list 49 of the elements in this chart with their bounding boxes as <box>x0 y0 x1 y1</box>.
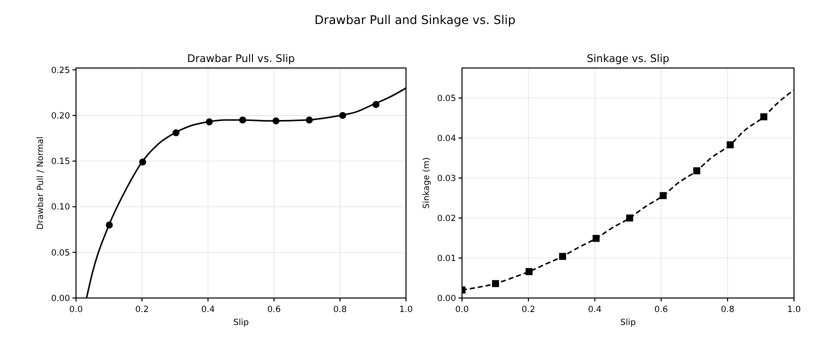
chart-title: Drawbar Pull vs. Slip <box>187 53 296 65</box>
y-tick-label: 0.20 <box>51 111 70 122</box>
point <box>106 221 113 228</box>
text: Drawbar Pull and Sinkage vs. Slip <box>314 13 516 27</box>
point <box>239 116 246 124</box>
x-axis-title: Slip <box>620 318 636 328</box>
x-tick-label: 0.0 <box>69 305 83 315</box>
x-tick-label: 1.0 <box>399 305 413 315</box>
point <box>139 158 146 166</box>
point <box>760 113 768 120</box>
y-axis-title: Drawbar Pull / Normal <box>36 136 46 230</box>
point <box>339 112 346 119</box>
y-tick-label: 0.10 <box>51 202 70 213</box>
point <box>306 116 313 124</box>
y-tick-label: 0.00 <box>437 294 456 304</box>
x-tick-label: 0.2 <box>135 305 149 315</box>
point <box>592 234 600 242</box>
point <box>559 252 566 260</box>
y-tick-label: 0.01 <box>437 254 456 264</box>
point <box>172 129 180 136</box>
x-axis-title: Slip <box>233 318 249 328</box>
point <box>492 280 500 288</box>
x-tick-label: 0.0 <box>455 305 469 315</box>
x-tick-label: 0.4 <box>588 305 602 315</box>
y-tick-label: 0.04 <box>437 134 456 144</box>
y-tick-label: 0.15 <box>51 157 70 168</box>
point <box>660 192 667 200</box>
chart-title: Sinkage vs. Slip <box>586 53 670 65</box>
y-tick-label: 0.05 <box>51 248 70 258</box>
x-tick-label: 0.4 <box>201 305 215 315</box>
x-tick-label: 0.8 <box>333 305 347 315</box>
point <box>526 268 533 276</box>
x-tick-label: 1.0 <box>787 305 801 315</box>
x-tick-label: 0.6 <box>267 305 281 315</box>
x-tick-label: 0.6 <box>654 305 668 315</box>
y-tick-label: 0.05 <box>437 94 456 104</box>
x-tick-label: 0.8 <box>720 305 734 315</box>
point <box>693 167 700 174</box>
point <box>626 214 634 222</box>
y-tick-label: 0.02 <box>437 214 456 224</box>
y-tick-label: 0.00 <box>51 294 70 304</box>
point <box>372 101 380 108</box>
point <box>726 141 734 148</box>
y-axis-title: Sinkage (m) <box>422 157 432 209</box>
y-tick-label: 0.03 <box>437 174 456 184</box>
point <box>272 117 280 124</box>
point <box>206 118 213 126</box>
y-tick-label: 0.25 <box>51 66 70 76</box>
x-tick-label: 0.2 <box>522 305 536 315</box>
